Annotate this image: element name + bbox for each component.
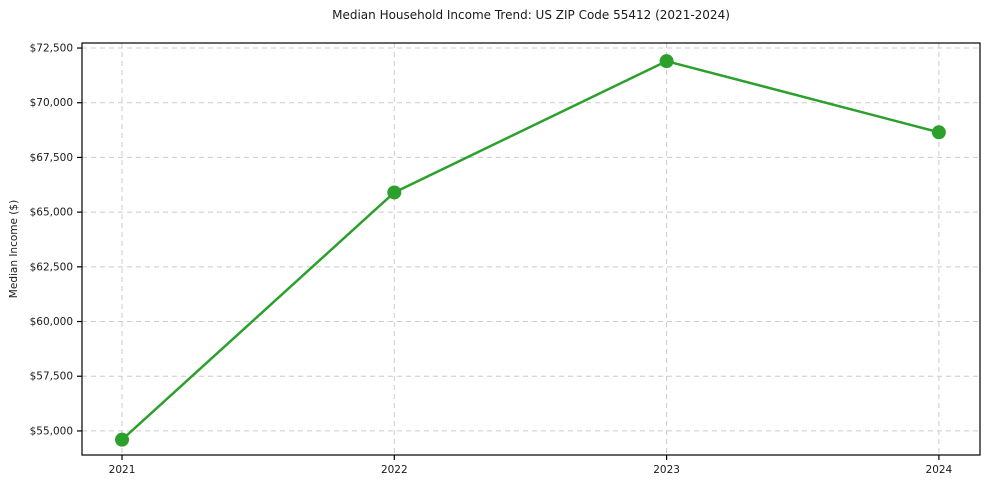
axes-spines bbox=[81, 42, 981, 456]
x-tick-label: 2022 bbox=[381, 464, 408, 476]
y-tick-label: $72,500 bbox=[30, 43, 73, 55]
data-point-marker bbox=[931, 125, 946, 140]
y-tick-label: $57,500 bbox=[30, 371, 73, 383]
data-point-marker bbox=[115, 432, 130, 447]
x-tick-label: 2024 bbox=[926, 464, 953, 476]
y-tick-label: $60,000 bbox=[30, 316, 73, 328]
trend-line bbox=[120, 59, 941, 441]
y-tick-label: $62,500 bbox=[30, 261, 73, 273]
y-tick-label: $67,500 bbox=[30, 152, 73, 164]
y-tick-label: $70,000 bbox=[30, 97, 73, 109]
data-point-marker bbox=[387, 185, 402, 200]
x-tick-label: 2023 bbox=[653, 464, 680, 476]
chart-title: Median Household Income Trend: US ZIP Co… bbox=[332, 8, 730, 22]
x-tick-label: 2021 bbox=[109, 464, 136, 476]
data-point-marker bbox=[659, 54, 674, 69]
y-tick-label: $55,000 bbox=[30, 425, 73, 437]
y-tick-label: $65,000 bbox=[30, 207, 73, 219]
